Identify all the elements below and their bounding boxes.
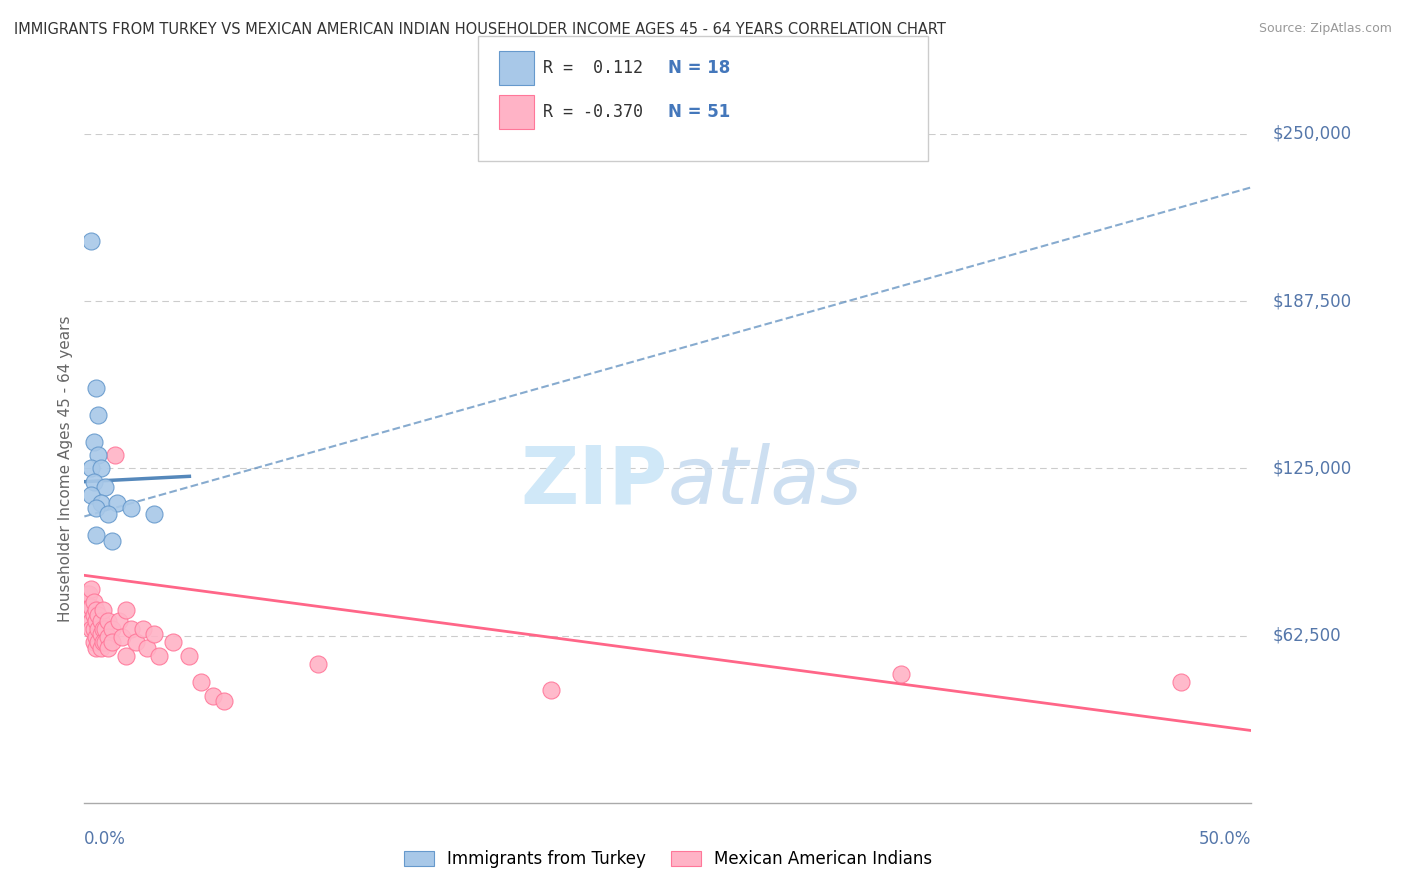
Point <box>143 627 166 641</box>
Point <box>97 614 120 628</box>
Text: $62,500: $62,500 <box>1272 626 1341 645</box>
Point <box>87 622 110 636</box>
Point <box>76 587 98 601</box>
Legend: Immigrants from Turkey, Mexican American Indians: Immigrants from Turkey, Mexican American… <box>396 844 939 875</box>
Text: R =  0.112: R = 0.112 <box>543 59 643 77</box>
Point <box>179 648 201 663</box>
Point <box>80 622 103 636</box>
Point <box>214 694 236 708</box>
Point <box>80 461 103 475</box>
Point <box>83 595 105 609</box>
Point <box>97 630 120 644</box>
Point <box>90 627 112 641</box>
Point <box>87 608 110 623</box>
Point <box>105 496 128 510</box>
Point <box>1170 675 1192 690</box>
Point <box>83 434 105 449</box>
Text: $125,000: $125,000 <box>1272 459 1351 477</box>
Point <box>201 689 224 703</box>
Text: 0.0%: 0.0% <box>84 830 127 847</box>
Point <box>307 657 329 671</box>
Text: ZIP: ZIP <box>520 442 668 521</box>
Point <box>87 408 110 422</box>
Point <box>190 675 212 690</box>
Point <box>120 622 142 636</box>
Point <box>84 528 107 542</box>
Point <box>890 667 912 681</box>
Point <box>83 608 105 623</box>
Point <box>143 507 166 521</box>
Point <box>80 600 103 615</box>
Point <box>90 496 112 510</box>
Point <box>91 603 114 617</box>
Point <box>84 630 107 644</box>
Point <box>162 635 184 649</box>
Point <box>83 475 105 489</box>
Point <box>148 648 170 663</box>
Point <box>115 603 138 617</box>
Point <box>90 640 112 655</box>
Point <box>101 622 124 636</box>
Text: N = 18: N = 18 <box>668 59 730 77</box>
Point <box>132 622 155 636</box>
Point <box>84 614 107 628</box>
Text: R = -0.370: R = -0.370 <box>543 103 643 121</box>
Point <box>80 582 103 596</box>
Text: N = 51: N = 51 <box>668 103 730 121</box>
Point <box>101 635 124 649</box>
Point <box>108 614 131 628</box>
Point <box>94 635 117 649</box>
Point <box>83 635 105 649</box>
Point <box>540 683 562 698</box>
Point <box>97 640 120 655</box>
Point <box>101 533 124 548</box>
Text: 50.0%: 50.0% <box>1199 830 1251 847</box>
Point <box>80 234 103 248</box>
Point <box>120 501 142 516</box>
Point <box>77 603 100 617</box>
Point <box>84 501 107 516</box>
Point <box>84 381 107 395</box>
Point <box>80 488 103 502</box>
Point <box>77 587 100 601</box>
Point <box>94 622 117 636</box>
Point <box>115 648 138 663</box>
Text: Source: ZipAtlas.com: Source: ZipAtlas.com <box>1258 22 1392 36</box>
Point <box>91 635 114 649</box>
Point <box>87 635 110 649</box>
Point <box>87 448 110 462</box>
Point <box>84 603 107 617</box>
Point <box>83 622 105 636</box>
Point <box>125 635 148 649</box>
Point <box>84 640 107 655</box>
Point <box>104 448 127 462</box>
Text: IMMIGRANTS FROM TURKEY VS MEXICAN AMERICAN INDIAN HOUSEHOLDER INCOME AGES 45 - 6: IMMIGRANTS FROM TURKEY VS MEXICAN AMERIC… <box>14 22 946 37</box>
Point <box>80 614 103 628</box>
Y-axis label: Householder Income Ages 45 - 64 years: Householder Income Ages 45 - 64 years <box>58 315 73 622</box>
Point <box>136 640 159 655</box>
Point <box>94 480 117 494</box>
Text: atlas: atlas <box>668 442 863 521</box>
Point <box>111 630 134 644</box>
Point <box>90 614 112 628</box>
Text: $187,500: $187,500 <box>1272 292 1351 310</box>
Point <box>91 622 114 636</box>
Point <box>97 507 120 521</box>
Text: $250,000: $250,000 <box>1272 125 1351 143</box>
Point <box>90 461 112 475</box>
